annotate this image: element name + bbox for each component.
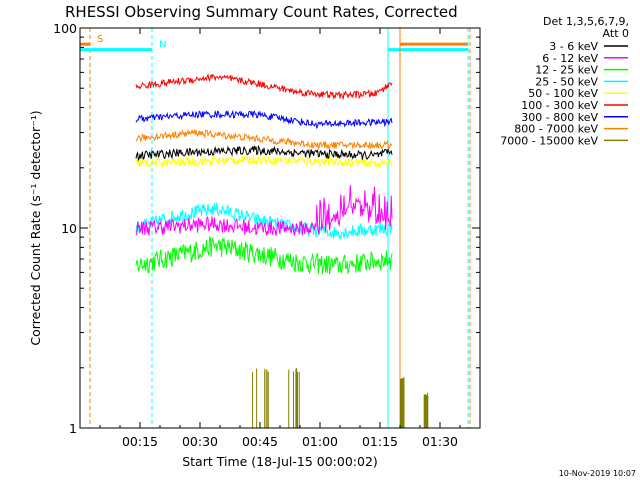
x-tick-label-5: 01:30 (422, 434, 458, 449)
series-4 (135, 154, 393, 169)
series-line-0 (135, 144, 393, 162)
legend-label-8: 7000 - 15000 keV (500, 134, 598, 147)
x-axis-label: Start Time (18-Jul-15 00:00:02) (182, 454, 378, 469)
axes: 00:15 00:30 00:45 01:00 01:15 01:30 1 10 100 (53, 21, 480, 449)
marker-label-0: S (97, 34, 103, 45)
series-line-4 (135, 154, 393, 169)
series-0 (135, 144, 393, 162)
series-8 (136, 368, 429, 429)
legend-label-5: 100 - 300 keV (521, 99, 598, 112)
legend-label-6: 300 - 800 keV (521, 111, 598, 124)
series-7 (135, 128, 393, 151)
chart-title: RHESSI Observing Summary Count Rates, Co… (65, 3, 458, 21)
series-line-5 (135, 73, 393, 101)
y-tick-label-1: 10 (61, 221, 77, 236)
x-tick-label-3: 01:00 (302, 434, 338, 449)
series-6 (135, 109, 393, 130)
legend-label-7: 800 - 7000 keV (514, 123, 598, 136)
y-tick-label-0: 1 (69, 421, 77, 436)
series-line-1 (135, 184, 393, 236)
legend-label-0: 3 - 6 keV (549, 40, 598, 53)
marker-label-1: N (159, 40, 166, 51)
series-line-6 (135, 109, 393, 130)
y-axis-label: Corrected Count Rate (s⁻¹ detector⁻¹) (28, 110, 43, 345)
x-tick-label-0: 00:15 (122, 434, 158, 449)
series-line-2 (135, 235, 393, 275)
x-tick-label-4: 01:15 (362, 434, 398, 449)
series-5 (135, 73, 393, 101)
legend-label-4: 50 - 100 keV (528, 87, 598, 100)
x-tick-label-2: 00:45 (242, 434, 278, 449)
generation-timestamp: 10-Nov-2019 10:07 (559, 469, 636, 478)
legend-header-attenuator: Att 0 (603, 27, 629, 40)
legend-label-1: 6 - 12 keV (542, 52, 598, 65)
series-1 (135, 184, 393, 236)
legend-header-detectors: Det 1,3,5,6,7,9, (543, 15, 629, 28)
x-tick-label-1: 00:30 (182, 434, 218, 449)
series-2 (135, 235, 393, 275)
y-tick-label-2: 100 (53, 21, 77, 36)
legend-label-3: 25 - 50 keV (535, 75, 598, 88)
legend-label-2: 12 - 25 keV (535, 64, 598, 77)
series-line-7 (135, 128, 393, 151)
